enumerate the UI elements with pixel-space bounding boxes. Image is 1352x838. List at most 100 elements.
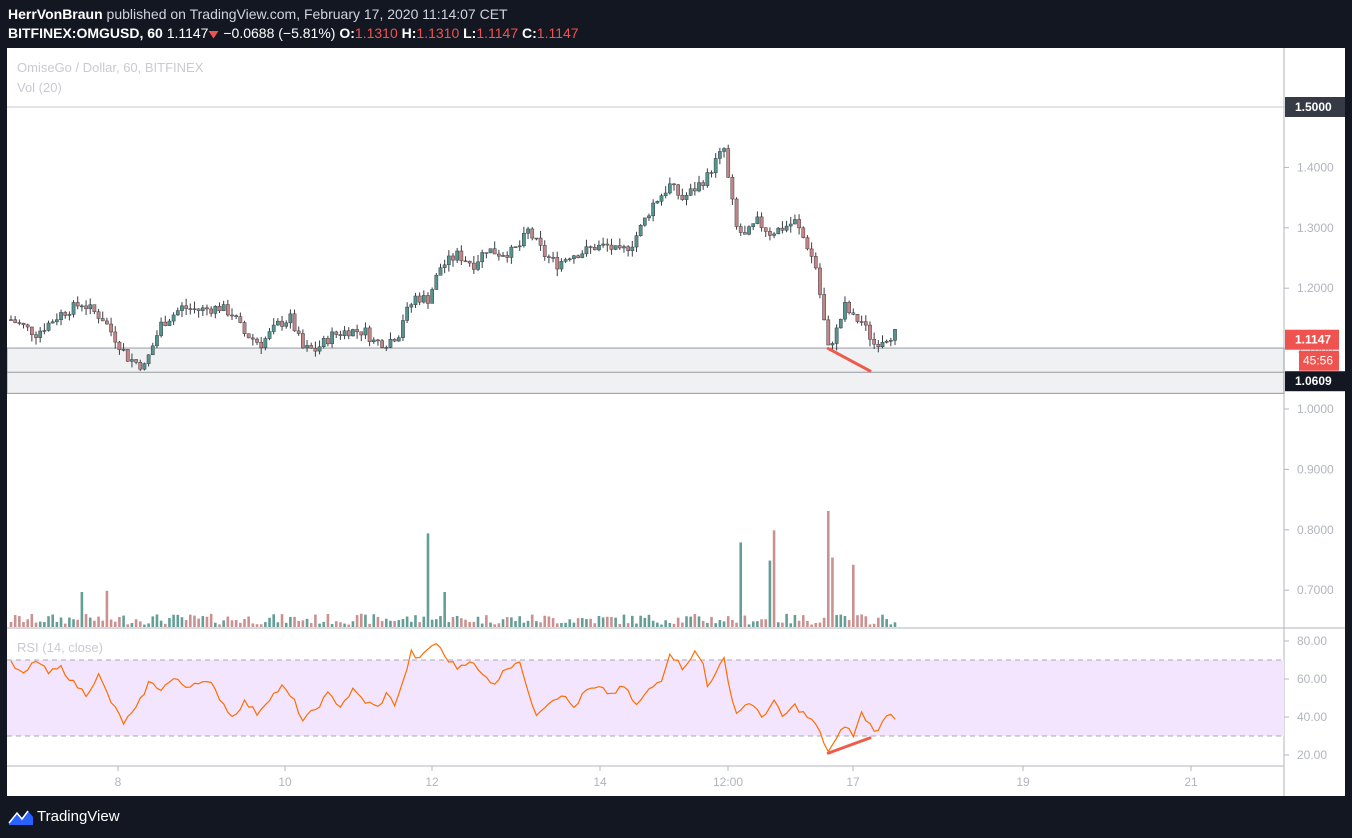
candle-body <box>592 247 597 251</box>
volume-bar <box>555 623 559 627</box>
tradingview-logo-icon[interactable] <box>8 808 34 826</box>
candle-body <box>822 294 826 321</box>
volume-bar <box>593 623 597 627</box>
volume-bar <box>264 622 267 627</box>
candle-body <box>367 327 372 342</box>
volume-bar <box>781 622 784 627</box>
volume-bar <box>276 622 280 627</box>
candle-body <box>205 307 209 310</box>
author-name[interactable]: HerrVonBraun <box>8 6 103 22</box>
volume-bar <box>835 615 838 627</box>
chart-canvas[interactable]: OmiseGo / Dollar, 60, BITFINEX Vol (20) … <box>6 48 1345 796</box>
countdown-box <box>1299 350 1339 371</box>
footer-bar: TradingView <box>0 798 1352 838</box>
volume-bar <box>305 618 309 627</box>
volume-bar <box>843 616 847 627</box>
price-tick-label: 1.0000 <box>1297 402 1334 416</box>
candle-body <box>801 227 806 238</box>
candle-body <box>768 231 772 236</box>
volume-bar <box>289 616 292 627</box>
candle-body <box>84 305 88 310</box>
rsi-axis[interactable]: 80.00 60.00 40.00 20.00 <box>1284 634 1327 762</box>
candle-body <box>692 188 697 192</box>
candle-body <box>451 255 455 261</box>
volume-bar <box>93 620 96 627</box>
symbol-legend: BITFINEX:OMGUSD, 60 1.1147 −0.0688 (−5.8… <box>8 25 579 41</box>
volume-bar <box>697 616 701 627</box>
candle-body <box>530 228 535 239</box>
candle-body <box>688 188 693 196</box>
volume-bar <box>214 622 217 627</box>
volume-bar <box>447 622 451 627</box>
volume-bar <box>543 615 547 627</box>
candle-body <box>863 321 868 326</box>
volume-bar <box>272 614 275 627</box>
volume-bar <box>631 615 634 627</box>
publish-header: HerrVonBraun published on TradingView.co… <box>0 0 1352 48</box>
candle-body <box>738 226 743 233</box>
volume-bar <box>418 622 421 627</box>
candle-body <box>722 148 726 152</box>
volume-bar <box>422 616 426 627</box>
volume-bar <box>34 622 38 627</box>
candle-body <box>455 250 460 261</box>
volume-bar <box>568 619 572 627</box>
candle-body <box>751 223 756 227</box>
candle-body <box>371 339 376 342</box>
current-price-label: 1.1147 <box>1295 333 1331 347</box>
candle-body <box>855 314 860 322</box>
price-divergence-line[interactable] <box>826 347 872 373</box>
volume-bar <box>643 617 647 627</box>
candle-body <box>551 257 555 259</box>
brand-name[interactable]: TradingView <box>37 808 120 825</box>
candle-body <box>213 306 218 314</box>
candle-body <box>267 331 272 339</box>
volume-bar <box>180 617 184 627</box>
publish-text: published on TradingView.com, February 1… <box>106 6 508 22</box>
candle-body <box>196 308 201 311</box>
candle-body <box>67 314 72 316</box>
candle-body <box>376 339 380 342</box>
volume-bar <box>881 614 884 627</box>
volume-bar <box>401 618 405 627</box>
volume-bar <box>735 622 738 627</box>
volume-bar <box>860 614 863 627</box>
open-label: O: <box>339 25 355 41</box>
candle-body <box>463 260 468 263</box>
volume-bar <box>147 623 150 627</box>
volume-bar <box>747 624 751 627</box>
volume-bar <box>189 614 192 627</box>
volume-bar <box>151 616 155 627</box>
candle-body <box>609 244 614 250</box>
volume-bar <box>489 622 492 627</box>
support-price-box <box>1285 371 1345 392</box>
candle-body <box>576 255 580 258</box>
volume-bar <box>122 615 125 627</box>
rsi-divergence-line[interactable] <box>826 736 872 755</box>
candle-body <box>342 330 347 336</box>
high-value: 1.1310 <box>416 25 460 41</box>
candle-body <box>888 340 893 342</box>
volume-bar <box>501 619 505 627</box>
candle-body <box>401 320 405 338</box>
candle-body <box>471 262 476 270</box>
volume-bar <box>710 616 713 627</box>
volume-bar <box>597 616 601 627</box>
current-price-box <box>1285 329 1339 350</box>
volume-bar <box>26 619 29 627</box>
candle-body <box>826 319 831 346</box>
candle-body <box>743 232 747 235</box>
price-tick-label: 1.4000 <box>1297 160 1334 174</box>
volume-bar <box>435 619 438 627</box>
volume-bar <box>109 619 113 627</box>
candle-body <box>563 259 568 262</box>
chart-title: OmiseGo / Dollar, 60, BITFINEX <box>17 60 204 75</box>
chart-area[interactable]: OmiseGo / Dollar, 60, BITFINEX Vol (20) … <box>6 48 1345 796</box>
volume-bar <box>318 623 321 627</box>
volume-bar <box>405 616 409 627</box>
support-zone[interactable] <box>6 347 1285 394</box>
symbol-label[interactable]: BITFINEX:OMGUSD, 60 <box>8 25 163 41</box>
time-axis[interactable]: 8 10 12 14 12:00 17 19 21 <box>115 766 1198 789</box>
volume-bar <box>297 620 301 627</box>
volume-bar <box>168 618 171 627</box>
